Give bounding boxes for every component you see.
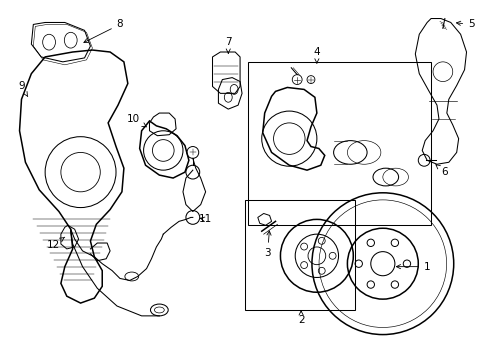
Text: 9: 9 [18,81,28,96]
Text: 3: 3 [264,231,271,258]
Bar [248,62,431,225]
Text: 10: 10 [127,114,147,127]
Bar [245,200,355,310]
Text: 5: 5 [457,19,475,30]
Text: 1: 1 [396,262,430,272]
Text: 7: 7 [225,37,232,53]
Text: 12: 12 [47,237,65,250]
Text: 11: 11 [199,215,212,224]
Text: 2: 2 [298,311,304,325]
Text: 8: 8 [84,19,123,42]
Text: 6: 6 [436,165,448,177]
Text: 4: 4 [314,47,320,63]
